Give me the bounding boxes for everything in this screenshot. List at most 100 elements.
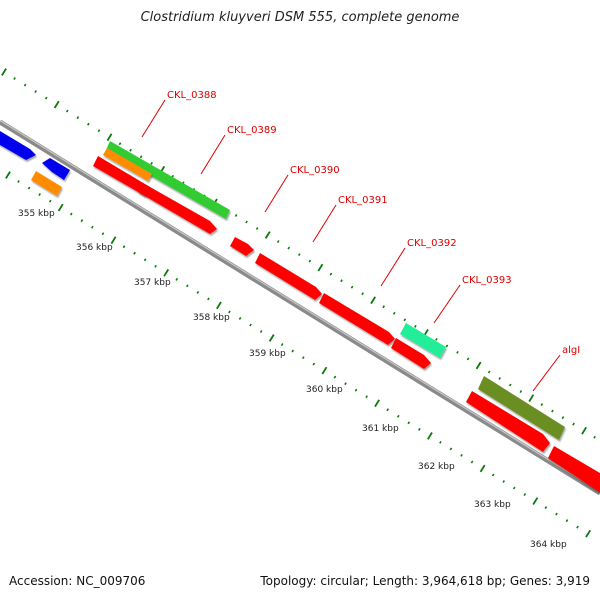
minor-tick — [27, 186, 31, 190]
minor-tick — [186, 284, 189, 288]
minor-tick — [551, 409, 554, 413]
minor-tick — [245, 220, 248, 224]
minor-tick — [276, 240, 280, 243]
minor-tick — [407, 421, 411, 425]
gene-feature-teal[interactable] — [400, 323, 446, 358]
minor-tick — [312, 362, 316, 366]
minor-tick — [238, 316, 242, 320]
minor-tick — [340, 279, 343, 283]
minor-tick — [196, 290, 200, 294]
minor-tick — [354, 388, 358, 392]
major-tick — [585, 529, 591, 538]
minor-tick — [593, 435, 596, 439]
minor-tick — [91, 225, 94, 229]
major-tick — [268, 334, 275, 342]
gene-feature-green[interactable] — [106, 141, 230, 219]
gene-feature-red[interactable] — [391, 338, 431, 369]
minor-tick — [48, 199, 52, 203]
kbp-label: 363 kbp — [474, 500, 511, 510]
major-tick — [163, 268, 170, 277]
gene-label-ckl-0392[interactable]: CKL_0392 — [407, 238, 457, 249]
minor-tick — [382, 305, 385, 309]
map-title: Clostridium kluyveri DSM 555, complete g… — [140, 10, 460, 25]
minor-tick — [129, 148, 132, 152]
gene-feature-red[interactable] — [466, 391, 550, 452]
minor-tick — [139, 155, 143, 159]
major-tick — [106, 133, 113, 142]
gene-feature-orange[interactable] — [31, 171, 62, 196]
minor-tick — [512, 486, 516, 490]
minor-tick — [17, 180, 20, 183]
minor-tick — [466, 357, 470, 361]
minor-tick — [133, 251, 136, 255]
major-tick — [317, 263, 324, 272]
minor-tick — [435, 337, 438, 341]
gene-label-ckl-0389[interactable]: CKL_0389 — [227, 125, 277, 136]
kbp-label: 360 kbp — [306, 385, 343, 395]
gene-label-ckl-0393[interactable]: CKL_0393 — [462, 275, 512, 286]
minor-tick — [403, 318, 407, 322]
major-tick — [475, 361, 482, 370]
major-tick — [528, 394, 535, 402]
gene-feature-red[interactable] — [548, 446, 600, 496]
major-tick — [264, 231, 271, 239]
major-tick — [57, 203, 64, 212]
gene-label-ckl-0390[interactable]: CKL_0390 — [290, 165, 340, 176]
minor-tick — [502, 480, 505, 483]
gene-feature-red[interactable] — [138, 183, 217, 234]
kbp-label: 356 kbp — [76, 243, 113, 253]
minor-tick — [460, 453, 463, 457]
minor-tick — [228, 310, 231, 314]
gene-feature-red[interactable] — [230, 237, 254, 256]
kbp-label: 362 kbp — [418, 462, 455, 472]
minor-tick — [544, 506, 548, 510]
minor-tick — [234, 213, 238, 217]
minor-tick — [308, 259, 312, 263]
gene-feature-blue[interactable] — [42, 158, 70, 180]
minor-tick — [470, 460, 474, 464]
minor-tick — [540, 403, 544, 407]
minor-tick — [69, 212, 73, 216]
kbp-scale: 355 kbp 356 kbp 357 kbp 358 kbp 359 kbp … — [18, 209, 567, 550]
minor-tick — [491, 473, 495, 477]
kbp-label: 364 kbp — [530, 540, 567, 550]
minor-tick — [154, 264, 157, 268]
minor-tick — [76, 116, 80, 120]
minor-tick — [87, 122, 90, 126]
minor-tick — [392, 311, 396, 315]
minor-tick — [572, 422, 575, 426]
minor-tick — [249, 323, 252, 327]
backbone — [0, 119, 600, 496]
minor-tick — [555, 512, 558, 516]
minor-tick — [350, 285, 354, 289]
gene-feature-olive[interactable] — [478, 376, 565, 440]
gene-feature-blue[interactable] — [0, 128, 36, 160]
gene-feature-red[interactable] — [319, 293, 395, 345]
minor-tick — [418, 427, 421, 431]
minor-tick — [508, 383, 512, 387]
minor-tick — [561, 416, 565, 420]
minor-tick — [13, 77, 16, 80]
major-tick — [374, 399, 380, 408]
gene-feature-orange[interactable] — [103, 148, 152, 181]
major-tick — [1, 68, 7, 76]
gene-label-ckl-0388[interactable]: CKL_0388 — [167, 90, 217, 101]
minor-tick — [445, 344, 449, 348]
minor-tick — [302, 356, 305, 360]
minor-tick — [38, 193, 41, 197]
minor-tick — [498, 377, 501, 380]
gene-label-ckl-0391[interactable]: CKL_0391 — [338, 195, 388, 206]
minor-tick — [414, 324, 417, 328]
gene-labels: CKL_0388 CKL_0389 CKL_0390 CKL_0391 CKL_… — [167, 90, 580, 356]
minor-tick — [34, 90, 37, 94]
gene-feature-red[interactable] — [255, 253, 322, 300]
topology-text: Topology: circular; Length: 3,964,618 bp… — [260, 574, 590, 588]
minor-tick — [523, 493, 527, 496]
minor-tick — [44, 96, 48, 100]
kbp-label: 361 kbp — [362, 424, 399, 434]
gene-feature-red[interactable] — [93, 156, 150, 196]
minor-tick — [386, 408, 389, 412]
minor-tick — [333, 375, 337, 379]
gene-label-algi[interactable]: algI — [562, 345, 580, 356]
major-tick — [110, 236, 117, 245]
